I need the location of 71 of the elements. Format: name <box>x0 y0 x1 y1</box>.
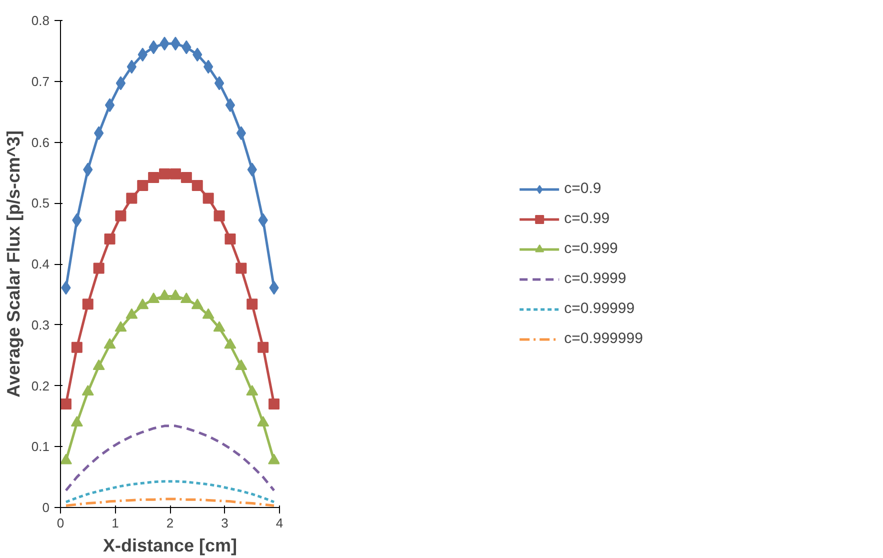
point <box>235 359 248 370</box>
line-series <box>64 498 276 507</box>
legend-label: c=0.99 <box>564 210 610 227</box>
point <box>92 359 105 370</box>
point <box>116 76 126 90</box>
line-series <box>64 480 276 504</box>
point <box>246 298 258 310</box>
point <box>94 126 104 140</box>
point <box>158 289 171 300</box>
x-axis-title: X-distance [cm] <box>102 536 238 556</box>
point <box>148 292 160 303</box>
y-tick-label: 0.3 <box>31 317 50 332</box>
y-tick-label: 0.4 <box>31 256 50 272</box>
point <box>180 172 192 184</box>
point <box>257 416 270 427</box>
point <box>214 210 225 222</box>
y-tick-label: 0.2 <box>31 378 50 394</box>
point <box>258 342 269 353</box>
x-tick-label: 3 <box>221 516 228 530</box>
point <box>225 98 236 112</box>
point <box>126 192 138 204</box>
point <box>203 60 214 74</box>
point <box>169 289 182 300</box>
point <box>224 338 236 349</box>
y-tick-label: 0.6 <box>31 134 50 150</box>
y-tick-label: 0 <box>42 500 50 515</box>
point <box>82 298 94 310</box>
x-tick-label: 4 <box>276 516 284 530</box>
point <box>148 172 160 184</box>
legend-label: c=0.99999 <box>564 300 635 317</box>
point <box>191 298 204 310</box>
point <box>60 454 72 464</box>
point <box>104 98 115 112</box>
point <box>71 342 82 353</box>
legend-label: c=0.9999 <box>564 270 626 287</box>
point <box>224 234 236 245</box>
legend-label: c=0.999999 <box>564 330 643 347</box>
y-tick-label: 0.5 <box>31 196 50 211</box>
legend-label: c=0.999 <box>564 240 618 257</box>
point <box>214 76 224 90</box>
point <box>202 308 214 319</box>
point <box>268 454 280 464</box>
point <box>82 384 94 396</box>
point <box>114 321 127 332</box>
point <box>104 338 116 349</box>
point <box>159 168 170 180</box>
point <box>115 210 126 222</box>
point <box>192 180 203 191</box>
point <box>126 308 138 319</box>
point <box>70 416 83 427</box>
y-tick-label: 0.1 <box>31 439 50 454</box>
line-series <box>64 424 276 492</box>
point <box>126 60 137 74</box>
y-tick-label: 0.8 <box>31 13 50 28</box>
point <box>246 384 258 396</box>
point <box>136 298 149 310</box>
point <box>170 168 181 180</box>
point <box>236 262 247 274</box>
point <box>213 321 226 332</box>
y-axis-title: Average Scalar Flux [p/s-cm^3] <box>3 130 24 398</box>
y-tick-label: 0.7 <box>31 74 50 89</box>
x-tick-label: 0 <box>56 516 64 530</box>
point <box>180 292 192 303</box>
point <box>104 234 116 245</box>
point <box>137 180 148 191</box>
x-tick-label: 1 <box>112 516 119 530</box>
point <box>236 126 246 140</box>
point <box>93 262 104 274</box>
x-tick-label: 2 <box>166 516 174 530</box>
legend-label: c=0.9 <box>564 180 602 197</box>
point <box>202 192 214 204</box>
